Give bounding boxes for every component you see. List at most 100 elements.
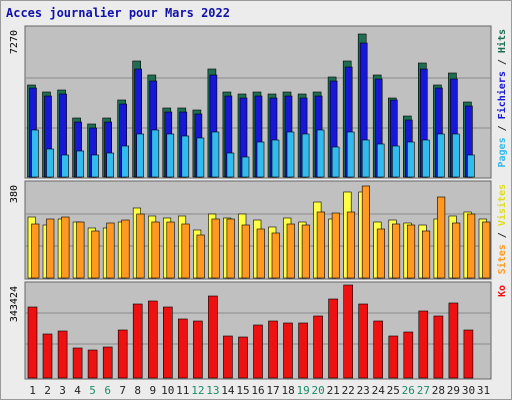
x-tick-label-day-20: 20 bbox=[311, 384, 324, 397]
bar-ko-day-18 bbox=[283, 322, 293, 379]
bar-sites-day-23 bbox=[361, 185, 371, 279]
bar-sites-day-14 bbox=[226, 218, 235, 279]
x-tick-label-day-1: 1 bbox=[29, 384, 36, 397]
bar-pages-day-5 bbox=[91, 154, 99, 178]
top-ymax-label: 7270 bbox=[9, 30, 20, 54]
x-tick-label-day-21: 21 bbox=[327, 384, 340, 397]
bar-pages-day-2 bbox=[46, 148, 54, 178]
x-tick-label-day-4: 4 bbox=[74, 384, 81, 397]
legend-sites: Sites bbox=[496, 244, 508, 274]
bar-pages-day-25 bbox=[391, 145, 400, 178]
bar-pages-day-23 bbox=[361, 139, 370, 178]
bar-sites-day-31 bbox=[482, 221, 491, 279]
legend-visites: Visites bbox=[496, 184, 508, 226]
bar-pages-day-11 bbox=[181, 135, 190, 178]
x-tick-label-day-16: 16 bbox=[251, 384, 264, 397]
legend-: / bbox=[497, 53, 508, 71]
x-tick-label-day-25: 25 bbox=[387, 384, 400, 397]
bar-pages-day-15 bbox=[241, 156, 250, 178]
bar-ko-day-28 bbox=[433, 315, 444, 379]
bottom-legend-label: Ko bbox=[497, 285, 508, 297]
x-tick-label-day-31: 31 bbox=[477, 384, 490, 397]
bar-pages-day-20 bbox=[316, 129, 325, 178]
middle-ymax-label: 380 bbox=[9, 185, 20, 203]
middle-legend-label: Sites / Visites bbox=[496, 184, 508, 274]
bar-pages-day-30 bbox=[467, 154, 475, 178]
bar-sites-day-26 bbox=[406, 224, 416, 279]
x-tick-label-day-12: 12 bbox=[191, 384, 204, 397]
bar-ko-day-9 bbox=[148, 300, 158, 379]
bar-pages-day-16 bbox=[256, 141, 265, 178]
bar-ko-day-3 bbox=[57, 330, 68, 379]
bar-ko-day-21 bbox=[328, 298, 338, 379]
legend-ko: Ko bbox=[497, 285, 508, 297]
bar-sites-day-19 bbox=[301, 224, 310, 279]
bar-ko-day-15 bbox=[238, 336, 248, 379]
x-tick-label-day-3: 3 bbox=[59, 384, 66, 397]
bar-sites-day-6 bbox=[106, 222, 115, 279]
bar-pages-day-24 bbox=[376, 143, 385, 178]
x-tick-label-day-14: 14 bbox=[221, 384, 235, 397]
bar-ko-day-6 bbox=[102, 346, 113, 379]
bar-sites-day-20 bbox=[316, 211, 325, 279]
chart-title: Acces journalier pour Mars 2022 bbox=[6, 6, 230, 20]
x-tick-label-day-22: 22 bbox=[342, 384, 355, 397]
bar-pages-day-28 bbox=[437, 133, 445, 178]
bar-sites-day-1 bbox=[31, 223, 40, 279]
bar-ko-day-25 bbox=[388, 335, 399, 379]
bar-ko-day-13 bbox=[208, 295, 218, 379]
bar-sites-day-21 bbox=[331, 212, 340, 279]
bar-ko-day-1 bbox=[27, 306, 38, 379]
bar-pages-day-26 bbox=[406, 141, 415, 178]
bar-sites-day-3 bbox=[61, 216, 70, 279]
bar-sites-day-5 bbox=[91, 230, 100, 279]
legend-pages: Pages bbox=[497, 137, 508, 167]
bar-ko-day-27 bbox=[418, 310, 429, 379]
bar-ko-day-5 bbox=[87, 349, 98, 379]
bar-pages-day-10 bbox=[166, 133, 175, 178]
x-tick-label-day-10: 10 bbox=[161, 384, 174, 397]
x-tick-label-day-2: 2 bbox=[44, 384, 51, 397]
legend-: / bbox=[497, 226, 508, 244]
x-tick-label-day-6: 6 bbox=[104, 384, 111, 397]
bar-sites-day-24 bbox=[376, 228, 386, 279]
bar-sites-day-30 bbox=[467, 213, 476, 279]
bottom-ymax-label: 343424 bbox=[9, 286, 20, 322]
bar-pages-day-14 bbox=[226, 152, 235, 178]
x-tick-label-day-8: 8 bbox=[134, 384, 141, 397]
bar-ko-day-24 bbox=[373, 320, 384, 379]
x-tick-label-day-11: 11 bbox=[176, 384, 189, 397]
bar-sites-day-16 bbox=[256, 228, 265, 279]
bar-pages-day-13 bbox=[211, 131, 220, 178]
bar-ko-day-26 bbox=[403, 331, 414, 379]
bar-pages-day-4 bbox=[76, 150, 84, 178]
bar-sites-day-15 bbox=[241, 224, 250, 279]
bar-pages-day-7 bbox=[121, 145, 129, 178]
bar-pages-day-12 bbox=[196, 137, 205, 178]
x-tick-label-day-29: 29 bbox=[447, 384, 460, 397]
bar-sites-day-17 bbox=[271, 232, 280, 279]
bar-ko-day-2 bbox=[42, 333, 53, 379]
bar-ko-day-20 bbox=[313, 315, 323, 379]
x-tick-label-day-7: 7 bbox=[119, 384, 126, 397]
bar-sites-day-11 bbox=[181, 223, 190, 279]
bar-pages-day-19 bbox=[301, 133, 310, 178]
bar-ko-day-30 bbox=[463, 329, 474, 379]
bar-ko-day-10 bbox=[163, 306, 173, 379]
bar-ko-day-29 bbox=[448, 302, 459, 379]
bar-ko-day-12 bbox=[193, 320, 203, 379]
x-tick-label-day-19: 19 bbox=[296, 384, 309, 397]
x-tick-label-day-9: 9 bbox=[149, 384, 156, 397]
bar-ko-day-17 bbox=[268, 320, 278, 379]
legend-hits: Hits bbox=[496, 29, 508, 53]
bar-sites-day-2 bbox=[46, 218, 55, 279]
bar-sites-day-22 bbox=[346, 211, 356, 279]
bar-sites-day-25 bbox=[391, 223, 401, 279]
bar-pages-day-27 bbox=[421, 139, 430, 178]
bar-ko-day-16 bbox=[253, 324, 263, 379]
x-tick-label-day-17: 17 bbox=[266, 384, 279, 397]
bar-pages-day-9 bbox=[151, 129, 160, 178]
x-tick-label-day-28: 28 bbox=[432, 384, 445, 397]
bar-sites-day-27 bbox=[421, 230, 431, 279]
